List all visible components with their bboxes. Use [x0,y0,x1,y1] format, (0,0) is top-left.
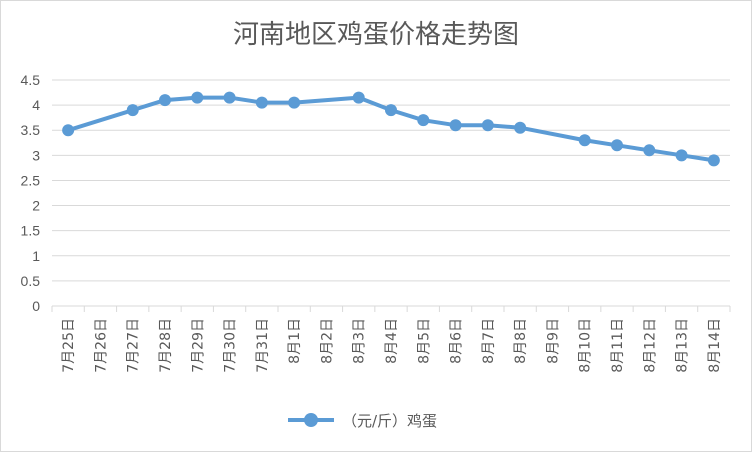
y-tick-label: 1 [32,248,40,264]
data-point [514,121,527,134]
x-tick-label: 8月4日 [384,318,400,364]
x-tick-label: 7月28日 [158,318,174,373]
y-tick-label: 3.5 [21,122,41,138]
legend-swatch [288,409,334,431]
data-point [578,134,591,147]
x-tick-label: 8月8日 [513,318,529,364]
y-tick-label: 4 [32,97,40,113]
data-point [126,104,139,117]
data-point [385,104,397,117]
x-tick-label: 7月27日 [126,318,142,373]
data-point [481,119,494,132]
x-tick-label: 7月25日 [61,318,77,373]
y-tick-label: 2 [32,198,40,214]
x-tick-label: 8月6日 [449,318,465,364]
x-tick-label: 8月2日 [319,318,335,364]
x-tick-label: 7月31日 [255,318,271,373]
y-tick-label: 0 [32,298,40,314]
data-point [643,144,656,157]
x-tick-label: 7月26日 [93,318,109,373]
data-point [159,94,171,107]
y-tick-label: 1.5 [21,223,41,239]
x-tick-label: 8月10日 [578,318,594,373]
x-tick-label: 8月13日 [675,318,691,373]
data-point [191,91,204,104]
data-point [223,91,236,104]
y-tick-label: 2.5 [21,172,41,188]
x-tick-label: 8月3日 [352,318,368,364]
data-point [255,96,268,109]
x-tick-label: 8月12日 [642,318,658,373]
y-tick-label: 0.5 [21,273,41,289]
x-tick-label: 8月11日 [610,318,626,373]
legend-label: （元/斤）鸡蛋 [342,411,438,430]
data-point [288,96,301,109]
y-tick-label: 3 [32,147,40,163]
legend: （元/斤）鸡蛋 [288,409,437,431]
x-tick-label: 7月30日 [223,318,239,373]
data-point [611,139,623,152]
data-point [449,119,462,132]
data-point [62,124,75,137]
data-point [417,114,430,127]
x-tick-label: 8月1日 [287,318,303,364]
data-point [707,154,720,167]
x-tick-label: 7月29日 [190,318,206,373]
y-tick-label: 4.5 [21,72,41,88]
x-tick-label: 8月14日 [707,318,723,373]
x-tick-label: 8月9日 [545,318,561,364]
x-tick-label: 8月5日 [416,318,432,364]
chart-title: 河南地区鸡蛋价格走势图 [232,20,519,50]
data-point [675,149,688,162]
x-tick-label: 8月7日 [481,318,497,364]
data-point [352,91,365,104]
